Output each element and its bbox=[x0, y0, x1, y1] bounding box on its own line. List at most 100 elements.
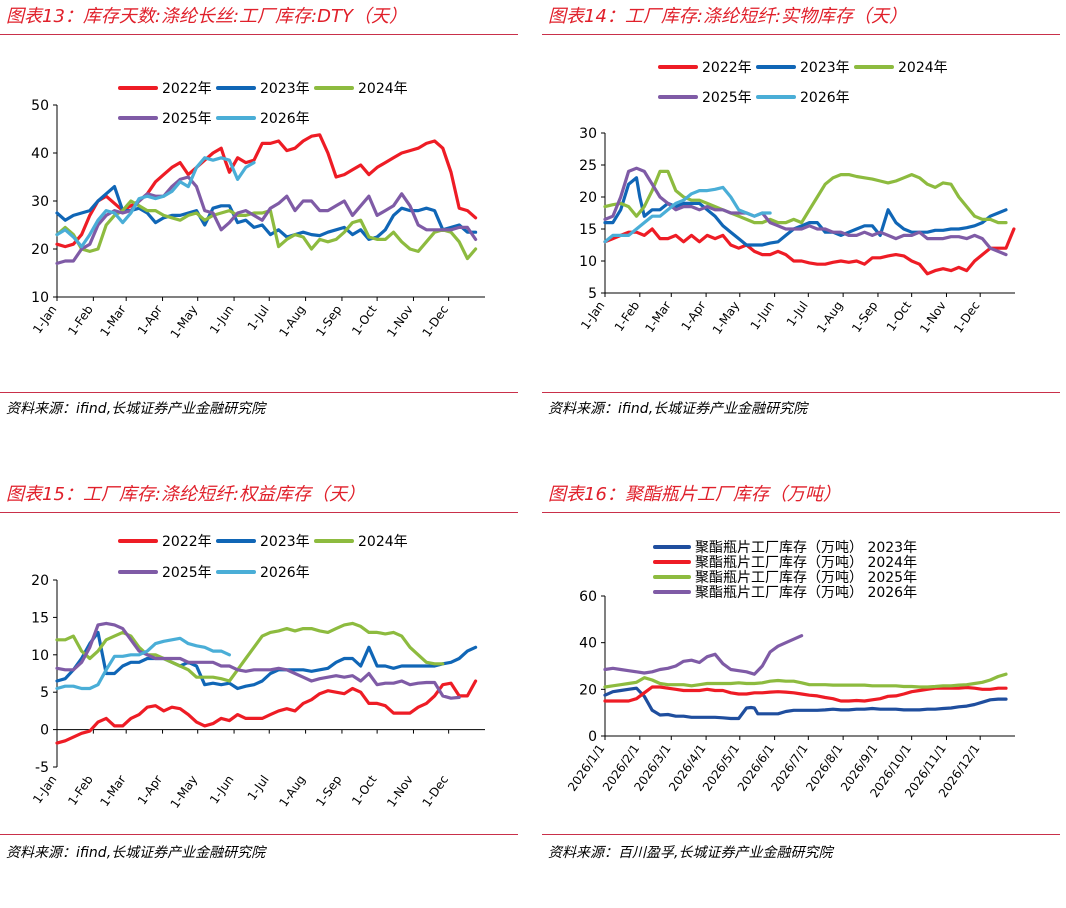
x-tick-label: 1-Nov bbox=[917, 299, 949, 336]
y-tick-label: 10 bbox=[31, 290, 49, 306]
legend-label: 2025年 bbox=[162, 111, 212, 127]
title-rule bbox=[0, 34, 518, 35]
series-line-2 bbox=[603, 176, 1008, 247]
x-tick-label: 1-Jun bbox=[748, 299, 777, 333]
x-tick-label: 1-Jul bbox=[784, 299, 811, 329]
x-tick-label: 1-Apr bbox=[135, 303, 165, 338]
chart-title: 图表13：库存天数:涤纶长丝:工厂库存:DTY（天） bbox=[6, 6, 407, 27]
source-rule bbox=[542, 834, 1060, 835]
x-tick-label: 1-Dec bbox=[951, 299, 983, 336]
x-tick-label: 1-Sep bbox=[849, 299, 880, 335]
x-tick-label: 1-May bbox=[168, 303, 201, 341]
y-tick-label: 10 bbox=[31, 648, 49, 664]
y-tick-label: 5 bbox=[588, 286, 597, 302]
y-tick-label: 20 bbox=[579, 190, 597, 206]
series-line-5 bbox=[55, 636, 231, 691]
source-note: 资料来源：ifind,长城证券产业金融研究院 bbox=[548, 401, 808, 417]
chart-panel-2: 图表14：工厂库存:涤纶短纤:实物库存（天） 5 10 15 20 25 30 1-Jan 1… bbox=[542, 0, 1060, 430]
y-tick-label: 60 bbox=[579, 589, 597, 605]
chart-title: 图表14：工厂库存:涤纶短纤:实物库存（天） bbox=[548, 6, 908, 27]
y-tick-label: 25 bbox=[579, 158, 597, 174]
series-line-1 bbox=[603, 227, 1016, 276]
chart-panel-4: 图表16：聚酯瓶片工厂库存（万吨） 0 20 40 60 2026/1/1 2026/2/… bbox=[542, 478, 1060, 908]
x-tick-label: 1-Apr bbox=[135, 773, 165, 808]
legend-label: 2025年 bbox=[702, 90, 752, 106]
line-chart: 10 20 30 40 50 1-Jan 1-Feb 1-Mar 1-Apr 1-May 1-Jun… bbox=[30, 81, 485, 341]
x-tick-label: 1-Oct bbox=[349, 772, 380, 807]
legend-label: 聚酯瓶片工厂库存（万吨） 2025年 bbox=[695, 570, 917, 586]
x-tick-label: 1-May bbox=[168, 773, 201, 811]
x-tick-label: 1-Jul bbox=[245, 773, 272, 803]
title-rule bbox=[542, 34, 1060, 35]
x-tick-label: 1-Oct bbox=[349, 302, 380, 337]
x-tick-label: 1-Jul bbox=[245, 303, 272, 333]
legend-label: 2022年 bbox=[162, 534, 212, 550]
x-tick-label: 1-Feb bbox=[65, 303, 96, 338]
legend-label: 聚酯瓶片工厂库存（万吨） 2026年 bbox=[695, 585, 917, 601]
legend-label: 聚酯瓶片工厂库存（万吨） 2024年 bbox=[695, 555, 917, 571]
legend-label: 2023年 bbox=[800, 60, 850, 76]
x-tick-label: 1-Jun bbox=[207, 773, 236, 807]
y-tick-label: 20 bbox=[31, 242, 49, 258]
x-tick-label: 1-Sep bbox=[313, 303, 344, 339]
chart-panel-3: 图表15：工厂库存:涤纶短纤:权益库存（天） -5 0 5 10 15 20 1-Jan 1-… bbox=[0, 478, 518, 908]
source-rule bbox=[0, 834, 518, 835]
legend-label: 2026年 bbox=[800, 90, 850, 106]
x-tick-label: 1-Aug bbox=[276, 303, 308, 340]
x-tick-label: 1-Mar bbox=[642, 299, 673, 335]
y-tick-label: 15 bbox=[31, 610, 49, 626]
series-line-4 bbox=[55, 621, 461, 700]
x-tick-label: 1-Jan bbox=[30, 773, 59, 807]
chart-title: 图表15：工厂库存:涤纶短纤:权益库存（天） bbox=[6, 484, 366, 505]
x-tick-label: 1-Aug bbox=[276, 773, 308, 810]
y-tick-label: 10 bbox=[579, 254, 597, 270]
y-tick-label: 40 bbox=[31, 146, 49, 162]
legend-label: 2022年 bbox=[162, 81, 212, 97]
source-note: 资料来源：ifind,长城证券产业金融研究院 bbox=[6, 401, 266, 417]
legend-label: 2022年 bbox=[702, 60, 752, 76]
x-tick-label: 1-Jan bbox=[578, 299, 607, 333]
series-line-5 bbox=[603, 185, 772, 244]
legend-label: 2026年 bbox=[260, 111, 310, 127]
series-line-2 bbox=[55, 630, 478, 691]
line-chart: -5 0 5 10 15 20 1-Jan 1-Feb 1-Mar 1-Apr 1-May 1-Jun… bbox=[30, 534, 485, 811]
x-tick-label: 1-Feb bbox=[65, 773, 96, 808]
series-line-4 bbox=[55, 175, 478, 265]
y-tick-label: 30 bbox=[579, 126, 597, 142]
y-tick-label: 40 bbox=[579, 636, 597, 652]
series-line-3 bbox=[603, 169, 1008, 225]
y-tick-label: 0 bbox=[40, 723, 49, 739]
y-tick-label: 0 bbox=[588, 729, 597, 745]
legend-label: 2024年 bbox=[358, 534, 408, 550]
x-tick-label: 1-Apr bbox=[678, 299, 708, 334]
series-line-2 bbox=[603, 685, 1008, 703]
line-chart: 02040602026/1/12026/2/12026/3/12026/4/12… bbox=[565, 540, 1015, 800]
y-tick-label: 20 bbox=[31, 573, 49, 589]
y-tick-label: 20 bbox=[579, 682, 597, 698]
series-line-1 bbox=[55, 133, 478, 249]
x-tick-label: 1-Nov bbox=[384, 303, 416, 340]
source-note: 资料来源：ifind,长城证券产业金融研究院 bbox=[6, 845, 266, 861]
x-tick-label: 1-Dec bbox=[419, 303, 451, 340]
chart-panel-1: 图表13：库存天数:涤纶长丝:工厂库存:DTY（天） 10 20 30 40 50 1-J… bbox=[0, 0, 518, 430]
title-rule bbox=[0, 512, 518, 513]
x-tick-label: 1-Sep bbox=[313, 773, 344, 809]
legend-label: 2023年 bbox=[260, 81, 310, 97]
y-tick-label: 30 bbox=[31, 194, 49, 210]
chart-title: 图表16：聚酯瓶片工厂库存（万吨） bbox=[548, 484, 841, 505]
source-note: 资料来源：百川盈孚,长城证券产业金融研究院 bbox=[548, 845, 833, 861]
legend-label: 2024年 bbox=[358, 81, 408, 97]
x-tick-label: 1-Dec bbox=[419, 773, 451, 810]
legend-label: 2026年 bbox=[260, 565, 310, 581]
source-rule bbox=[542, 392, 1060, 393]
x-tick-label: 1-Oct bbox=[884, 298, 915, 333]
legend-label: 聚酯瓶片工厂库存（万吨） 2023年 bbox=[695, 540, 917, 556]
title-rule bbox=[542, 512, 1060, 513]
y-tick-label: -5 bbox=[35, 760, 49, 776]
series-line-5 bbox=[55, 156, 256, 249]
x-tick-label: 1-Nov bbox=[384, 773, 416, 810]
legend-label: 2023年 bbox=[260, 534, 310, 550]
x-tick-label: 1-Feb bbox=[612, 299, 643, 334]
series-line-3 bbox=[603, 672, 1008, 689]
